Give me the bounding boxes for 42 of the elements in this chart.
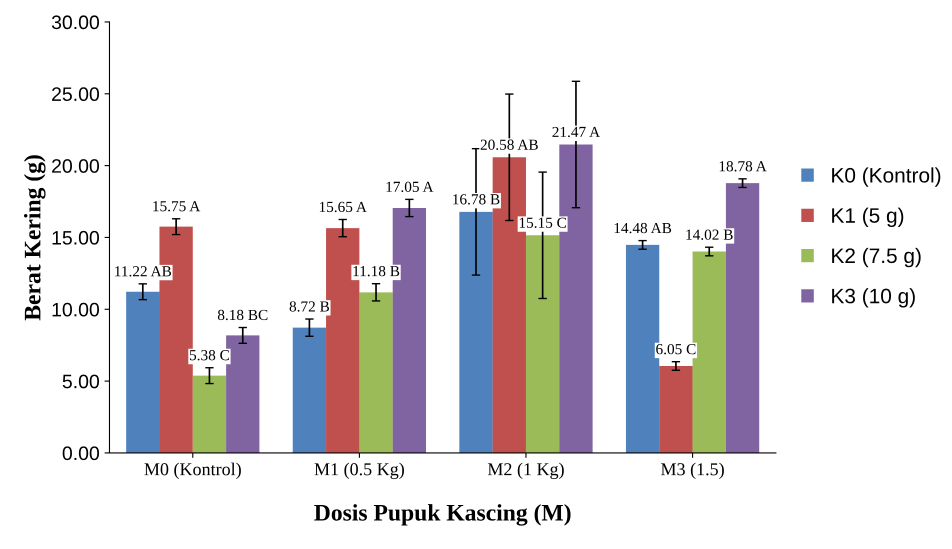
x-tick-label: M2 (1 Kg) [488,462,564,480]
bar [459,212,493,453]
data-label: 16.78 B [453,194,500,205]
x-tick-label: M3 (1.5) [661,462,724,480]
data-label: 15.15 C [520,218,566,228]
data-label: 8.72 B [290,301,330,312]
legend-label: K0 (Kontrol) [832,167,940,187]
bar [126,292,160,453]
x-tick-label: M0 (Kontrol) [144,462,241,480]
data-label: 6.05 C [656,344,696,354]
bar [292,328,326,453]
data-label: 17.05 A [386,182,434,192]
y-axis-title: Berat Kering (g) [24,155,46,320]
y-tick-label: 30.00 [52,15,99,30]
data-label: 14.48 AB [614,222,672,234]
data-label: 15.75 A [153,201,200,212]
data-label: 21.47 A [552,126,600,138]
data-label: 5.38 C [190,350,229,360]
y-tick-label: 5.00 [62,374,99,388]
y-tick-label: 20.00 [52,159,99,173]
y-tick-label: 10.00 [52,302,99,317]
y-tick-label: 25.00 [52,87,99,102]
data-label: 11.22 AB [115,266,172,276]
legend-label: K2 (7.5 g) [832,248,921,268]
legend-label: K1 (5 g) [832,208,904,228]
bar [659,366,693,453]
bar [726,183,760,453]
y-tick-label: 0.00 [62,446,99,460]
bar [192,376,226,453]
data-label: 15.65 A [320,202,367,212]
data-label: 18.78 A [720,161,767,172]
data-label: 11.18 B [353,266,400,276]
data-label: 14.02 B [686,229,733,240]
x-tick-label: M1 (0.5 Kg) [314,462,404,480]
bar [359,292,393,453]
bar [526,235,560,453]
data-label: 20.58 AB [480,140,538,150]
bar [559,144,593,453]
x-axis-title: Dosis Pupuk Kascing (M) [314,504,571,526]
data-label: 8.18 BC [218,310,268,320]
legend-label: K3 (10 g) [832,288,915,308]
y-tick-label: 15.00 [52,230,99,245]
